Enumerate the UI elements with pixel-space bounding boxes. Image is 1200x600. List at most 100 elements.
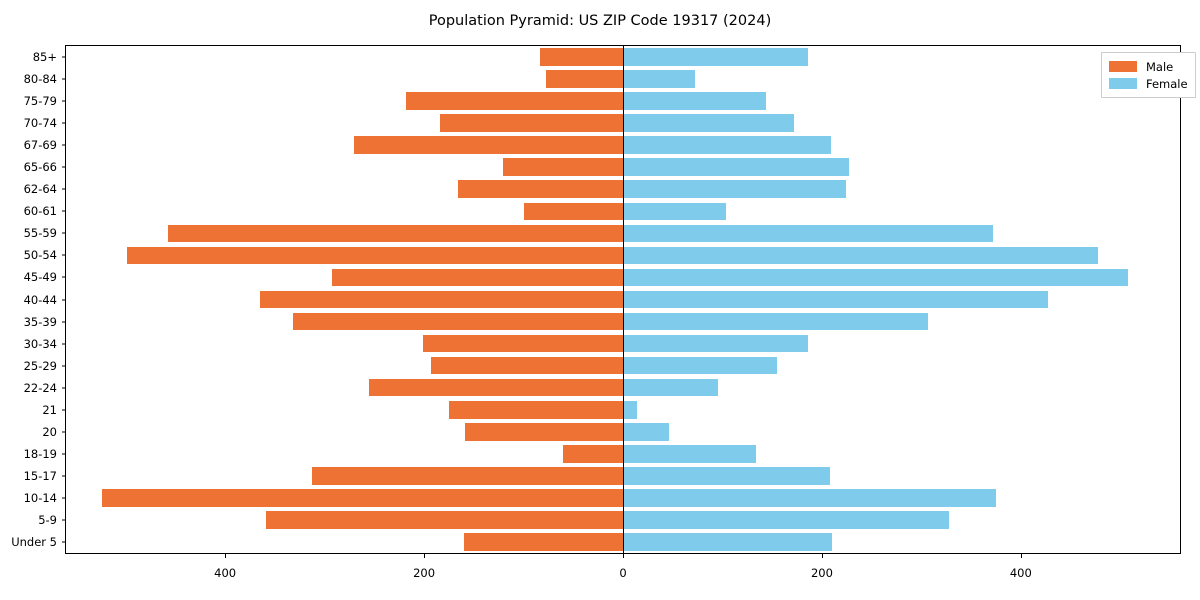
bar-row xyxy=(66,334,1180,353)
x-axis-tick xyxy=(225,554,227,558)
bar-male xyxy=(546,70,623,88)
x-axis-label-1: 200 xyxy=(413,566,436,580)
bar-male xyxy=(540,48,623,66)
y-axis-tick xyxy=(61,365,65,367)
y-axis-label-15-17: 15-17 xyxy=(23,468,57,483)
y-axis-tick xyxy=(61,254,65,256)
bar-female xyxy=(623,202,727,221)
y-axis-label-60-61: 60-61 xyxy=(23,204,57,219)
y-axis-tick xyxy=(61,276,65,278)
legend-swatch-female xyxy=(1109,78,1137,89)
bar-male xyxy=(311,467,623,485)
chart-title: Population Pyramid: US ZIP Code 19317 (2… xyxy=(428,13,772,29)
y-axis-label-80-84: 80-84 xyxy=(23,72,57,87)
legend-item-female[interactable]: Female xyxy=(1109,75,1188,92)
bar-female xyxy=(623,467,830,485)
bar-male xyxy=(463,533,623,551)
y-axis-label-65-66: 65-66 xyxy=(23,160,57,175)
bar-female xyxy=(623,92,767,110)
y-axis-tick xyxy=(61,210,65,212)
bar-female xyxy=(623,400,637,419)
bar-male xyxy=(265,511,623,529)
bar-male xyxy=(439,114,623,132)
bar-row xyxy=(66,312,1180,331)
x-axis-label-3: 200 xyxy=(810,566,833,580)
y-axis-tick xyxy=(61,519,65,521)
y-axis-tick xyxy=(61,299,65,300)
y-axis-label-45-49: 45-49 xyxy=(23,270,57,285)
bar-female xyxy=(623,48,808,66)
y-axis-label-50-54: 50-54 xyxy=(23,248,57,263)
y-axis-label-70-74: 70-74 xyxy=(23,116,57,131)
chart-legend: Male Female xyxy=(1101,52,1196,98)
y-axis-label-30-34: 30-34 xyxy=(23,336,57,351)
bar-male xyxy=(168,224,623,243)
y-axis-label-62-64: 62-64 xyxy=(23,182,57,197)
y-axis-tick xyxy=(61,232,65,234)
bar-row xyxy=(66,467,1180,485)
y-axis-tick xyxy=(61,122,65,124)
y-axis-label-75-79: 75-79 xyxy=(23,94,57,109)
bar-row xyxy=(66,511,1180,529)
legend-swatch-male xyxy=(1109,61,1137,72)
bar-female xyxy=(623,246,1099,265)
bar-female xyxy=(623,356,778,375)
bar-row xyxy=(66,202,1180,221)
bar-male xyxy=(292,312,623,331)
bar-female xyxy=(623,334,808,353)
y-axis-tick xyxy=(61,56,65,58)
bar-female xyxy=(623,158,849,177)
y-axis-tick xyxy=(61,144,65,146)
legend-label: Male xyxy=(1146,59,1174,74)
bar-female xyxy=(623,114,795,132)
bar-female xyxy=(623,312,929,331)
bar-row xyxy=(66,114,1180,132)
legend-label: Female xyxy=(1146,76,1188,91)
y-axis-label-18-19: 18-19 xyxy=(23,446,57,461)
x-axis-tick xyxy=(424,554,426,558)
y-axis-label-21: 21 xyxy=(42,402,57,417)
bar-row xyxy=(66,378,1180,397)
bar-male xyxy=(563,444,623,463)
y-axis-label-20: 20 xyxy=(42,424,57,439)
y-axis-tick xyxy=(61,321,65,323)
bar-female xyxy=(623,290,1048,309)
y-axis-tick xyxy=(61,409,65,411)
bar-male xyxy=(406,92,623,110)
bar-female xyxy=(623,533,832,551)
y-axis-tick xyxy=(61,453,65,455)
bar-row xyxy=(66,533,1180,551)
bar-female xyxy=(623,489,996,507)
bar-female xyxy=(623,180,846,199)
bar-row xyxy=(66,400,1180,419)
bar-row xyxy=(66,268,1180,287)
y-axis-tick xyxy=(61,100,65,102)
bar-female xyxy=(623,70,695,88)
y-axis-label-55-59: 55-59 xyxy=(23,226,57,241)
bar-row xyxy=(66,92,1180,110)
y-axis-tick xyxy=(61,343,65,345)
y-axis-label-85-: 85+ xyxy=(32,50,57,65)
y-axis-tick xyxy=(61,166,65,168)
x-axis-label-0: 400 xyxy=(214,566,237,580)
bar-male xyxy=(101,489,623,507)
y-axis-label-5-9: 5-9 xyxy=(38,512,57,527)
bar-male xyxy=(331,268,623,287)
bar-row xyxy=(66,136,1180,154)
y-axis-label-10-14: 10-14 xyxy=(23,490,57,505)
bar-female xyxy=(623,444,757,463)
y-axis-tick xyxy=(61,541,65,543)
y-axis-tick xyxy=(61,78,65,80)
y-axis-tick xyxy=(61,188,65,190)
y-axis-tick xyxy=(61,475,65,477)
bar-row xyxy=(66,246,1180,265)
bar-row xyxy=(66,70,1180,88)
bar-row xyxy=(66,444,1180,463)
y-axis-label-under-5: Under 5 xyxy=(11,534,57,549)
x-axis-label-2: 0 xyxy=(619,566,627,580)
bar-male xyxy=(523,202,623,221)
bar-female xyxy=(623,136,831,154)
legend-item-male[interactable]: Male xyxy=(1109,58,1188,75)
y-axis-label-35-39: 35-39 xyxy=(23,314,57,329)
